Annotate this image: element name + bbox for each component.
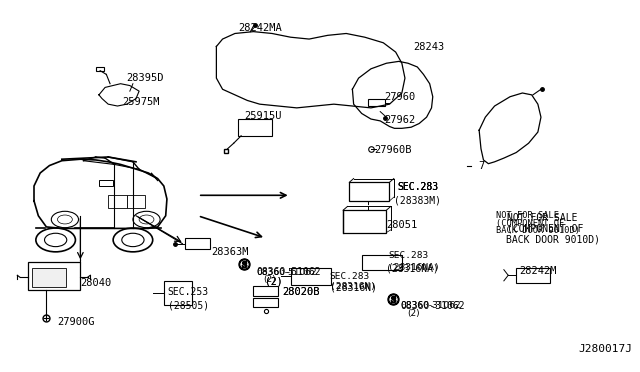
Text: (2): (2) <box>407 309 419 318</box>
Text: (28316NA): (28316NA) <box>387 264 439 273</box>
Text: 08360-31062: 08360-31062 <box>401 301 461 310</box>
Bar <box>343 210 387 232</box>
Text: SEC.253: SEC.253 <box>167 287 208 297</box>
Text: (2): (2) <box>264 276 282 286</box>
Text: NOT FOR SALE: NOT FOR SALE <box>507 213 577 222</box>
Text: 28242M: 28242M <box>519 266 557 276</box>
Text: BACK DOOR 9010D): BACK DOOR 9010D) <box>496 226 580 235</box>
Text: 28020B: 28020B <box>282 287 320 296</box>
Text: 08360-51062: 08360-51062 <box>257 268 317 277</box>
Bar <box>238 119 272 136</box>
Text: (2): (2) <box>264 276 282 286</box>
Text: SEC.283: SEC.283 <box>388 251 429 260</box>
Text: 27960B: 27960B <box>374 145 412 155</box>
Text: (COMPONENT OF: (COMPONENT OF <box>496 219 564 228</box>
Text: SEC.283: SEC.283 <box>397 182 438 192</box>
Text: (28505): (28505) <box>168 300 209 310</box>
Text: (28316NA): (28316NA) <box>388 263 440 272</box>
Bar <box>368 99 385 106</box>
Bar <box>32 268 66 287</box>
Text: 25975M: 25975M <box>122 97 160 107</box>
Text: 08360-51062: 08360-51062 <box>257 267 321 277</box>
Text: 27962: 27962 <box>385 115 416 125</box>
Bar <box>28 262 81 290</box>
Bar <box>127 195 145 208</box>
Text: 28051: 28051 <box>387 220 418 230</box>
Text: 28395D: 28395D <box>127 73 164 83</box>
Text: 28040: 28040 <box>81 278 111 288</box>
Bar <box>291 268 331 285</box>
Text: 28020B: 28020B <box>282 287 320 296</box>
Bar <box>164 281 191 305</box>
Text: 27960: 27960 <box>385 93 416 102</box>
Bar <box>349 182 390 201</box>
Text: NOT FOR SALE: NOT FOR SALE <box>496 211 559 220</box>
Bar <box>253 286 278 296</box>
Text: 25915U: 25915U <box>244 111 282 121</box>
Text: (2): (2) <box>264 275 276 284</box>
Bar <box>96 67 104 71</box>
Text: 28242MA: 28242MA <box>238 23 282 33</box>
Text: 27900G: 27900G <box>58 317 95 327</box>
Text: (COMPONENT OF: (COMPONENT OF <box>507 224 583 234</box>
Text: SEC.283: SEC.283 <box>330 272 370 280</box>
Text: 28363M: 28363M <box>211 247 249 257</box>
Text: (28316N): (28316N) <box>330 282 376 292</box>
Bar <box>516 268 550 283</box>
Bar <box>186 238 210 249</box>
Text: 08360-31062: 08360-31062 <box>401 301 465 311</box>
Text: (28383M): (28383M) <box>394 195 441 205</box>
Bar <box>108 195 127 208</box>
Text: J280017J: J280017J <box>578 344 632 354</box>
Bar <box>253 298 278 307</box>
Bar <box>99 180 113 186</box>
Text: (28316N): (28316N) <box>330 282 376 291</box>
Text: 28243: 28243 <box>413 42 444 52</box>
Text: 7: 7 <box>479 161 484 170</box>
Text: SEC.283: SEC.283 <box>397 182 438 192</box>
Text: BACK DOOR 9010D): BACK DOOR 9010D) <box>506 235 600 245</box>
Text: SEC.283: SEC.283 <box>397 182 438 192</box>
Bar <box>362 255 402 270</box>
